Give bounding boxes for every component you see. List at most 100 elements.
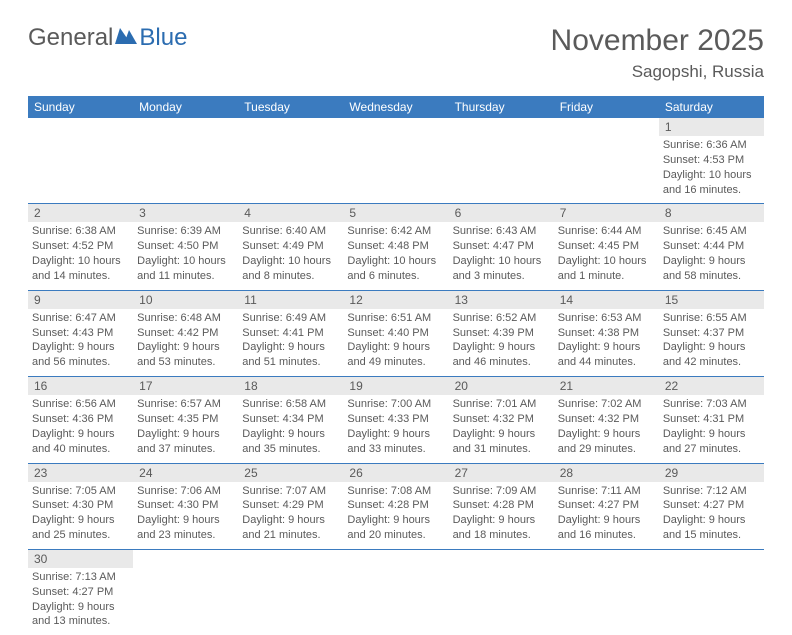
day-info: Sunrise: 7:07 AMSunset: 4:29 PMDaylight:… (238, 482, 343, 550)
day-number: 14 (554, 290, 659, 309)
day-number: 17 (133, 377, 238, 396)
day-info-row: Sunrise: 6:38 AMSunset: 4:52 PMDaylight:… (28, 222, 764, 290)
day-number-row: 30 (28, 549, 764, 568)
day-info: Sunrise: 6:55 AMSunset: 4:37 PMDaylight:… (659, 309, 764, 377)
day-info-row: Sunrise: 6:36 AMSunset: 4:53 PMDaylight:… (28, 136, 764, 204)
title-block: November 2025 Sagopshi, Russia (551, 24, 764, 82)
day-info (28, 136, 133, 204)
day-info: Sunrise: 6:56 AMSunset: 4:36 PMDaylight:… (28, 395, 133, 463)
day-info: Sunrise: 7:09 AMSunset: 4:28 PMDaylight:… (449, 482, 554, 550)
day-number: 8 (659, 204, 764, 223)
day-info (238, 568, 343, 635)
day-info: Sunrise: 6:45 AMSunset: 4:44 PMDaylight:… (659, 222, 764, 290)
day-number: 23 (28, 463, 133, 482)
day-header: Sunday (28, 96, 133, 118)
day-info: Sunrise: 6:38 AMSunset: 4:52 PMDaylight:… (28, 222, 133, 290)
day-info: Sunrise: 7:01 AMSunset: 4:32 PMDaylight:… (449, 395, 554, 463)
day-number (554, 549, 659, 568)
day-info (449, 568, 554, 635)
day-number: 21 (554, 377, 659, 396)
day-info: Sunrise: 7:13 AMSunset: 4:27 PMDaylight:… (28, 568, 133, 635)
day-number (133, 549, 238, 568)
day-number: 1 (659, 118, 764, 136)
day-info: Sunrise: 6:42 AMSunset: 4:48 PMDaylight:… (343, 222, 448, 290)
day-number: 30 (28, 549, 133, 568)
day-info (238, 136, 343, 204)
day-number (343, 549, 448, 568)
day-info: Sunrise: 6:51 AMSunset: 4:40 PMDaylight:… (343, 309, 448, 377)
day-number: 20 (449, 377, 554, 396)
day-info: Sunrise: 6:39 AMSunset: 4:50 PMDaylight:… (133, 222, 238, 290)
day-number-row: 1 (28, 118, 764, 136)
day-number (554, 118, 659, 136)
day-number (238, 549, 343, 568)
day-info-row: Sunrise: 6:56 AMSunset: 4:36 PMDaylight:… (28, 395, 764, 463)
day-number (449, 118, 554, 136)
day-header: Thursday (449, 96, 554, 118)
day-number (659, 549, 764, 568)
day-info: Sunrise: 6:52 AMSunset: 4:39 PMDaylight:… (449, 309, 554, 377)
logo-text-general: General (28, 24, 113, 52)
day-number: 29 (659, 463, 764, 482)
day-number (133, 118, 238, 136)
day-info: Sunrise: 7:05 AMSunset: 4:30 PMDaylight:… (28, 482, 133, 550)
day-info: Sunrise: 6:48 AMSunset: 4:42 PMDaylight:… (133, 309, 238, 377)
day-info: Sunrise: 6:47 AMSunset: 4:43 PMDaylight:… (28, 309, 133, 377)
day-info: Sunrise: 6:53 AMSunset: 4:38 PMDaylight:… (554, 309, 659, 377)
day-number: 26 (343, 463, 448, 482)
day-info (449, 136, 554, 204)
day-number-row: 2345678 (28, 204, 764, 223)
day-info: Sunrise: 7:02 AMSunset: 4:32 PMDaylight:… (554, 395, 659, 463)
day-info: Sunrise: 7:06 AMSunset: 4:30 PMDaylight:… (133, 482, 238, 550)
day-number: 12 (343, 290, 448, 309)
day-info: Sunrise: 6:57 AMSunset: 4:35 PMDaylight:… (133, 395, 238, 463)
location: Sagopshi, Russia (551, 62, 764, 82)
day-header: Monday (133, 96, 238, 118)
day-number: 4 (238, 204, 343, 223)
day-info: Sunrise: 7:11 AMSunset: 4:27 PMDaylight:… (554, 482, 659, 550)
day-number: 28 (554, 463, 659, 482)
day-info: Sunrise: 6:43 AMSunset: 4:47 PMDaylight:… (449, 222, 554, 290)
day-number: 22 (659, 377, 764, 396)
calendar-table: Sunday Monday Tuesday Wednesday Thursday… (28, 96, 764, 635)
day-header-row: Sunday Monday Tuesday Wednesday Thursday… (28, 96, 764, 118)
day-info (343, 568, 448, 635)
day-header: Wednesday (343, 96, 448, 118)
day-info: Sunrise: 7:12 AMSunset: 4:27 PMDaylight:… (659, 482, 764, 550)
day-info (554, 568, 659, 635)
day-number: 10 (133, 290, 238, 309)
header: General Blue November 2025 Sagopshi, Rus… (28, 24, 764, 82)
day-number-row: 9101112131415 (28, 290, 764, 309)
day-number: 18 (238, 377, 343, 396)
day-number: 5 (343, 204, 448, 223)
day-number: 9 (28, 290, 133, 309)
day-number (449, 549, 554, 568)
day-info: Sunrise: 6:58 AMSunset: 4:34 PMDaylight:… (238, 395, 343, 463)
day-number (238, 118, 343, 136)
day-number-row: 23242526272829 (28, 463, 764, 482)
day-number: 7 (554, 204, 659, 223)
day-info: Sunrise: 6:40 AMSunset: 4:49 PMDaylight:… (238, 222, 343, 290)
day-info (133, 136, 238, 204)
day-info-row: Sunrise: 7:13 AMSunset: 4:27 PMDaylight:… (28, 568, 764, 635)
day-info-row: Sunrise: 7:05 AMSunset: 4:30 PMDaylight:… (28, 482, 764, 550)
day-info: Sunrise: 6:44 AMSunset: 4:45 PMDaylight:… (554, 222, 659, 290)
day-number: 3 (133, 204, 238, 223)
day-header: Friday (554, 96, 659, 118)
day-info (133, 568, 238, 635)
day-info-row: Sunrise: 6:47 AMSunset: 4:43 PMDaylight:… (28, 309, 764, 377)
day-number: 11 (238, 290, 343, 309)
day-number: 16 (28, 377, 133, 396)
day-number: 27 (449, 463, 554, 482)
day-number: 24 (133, 463, 238, 482)
day-number (28, 118, 133, 136)
logo-text-blue: Blue (139, 24, 187, 52)
day-info: Sunrise: 7:03 AMSunset: 4:31 PMDaylight:… (659, 395, 764, 463)
day-info: Sunrise: 7:00 AMSunset: 4:33 PMDaylight:… (343, 395, 448, 463)
day-number-row: 16171819202122 (28, 377, 764, 396)
day-info (659, 568, 764, 635)
day-info (343, 136, 448, 204)
day-header: Saturday (659, 96, 764, 118)
day-header: Tuesday (238, 96, 343, 118)
logo: General Blue (28, 24, 187, 52)
